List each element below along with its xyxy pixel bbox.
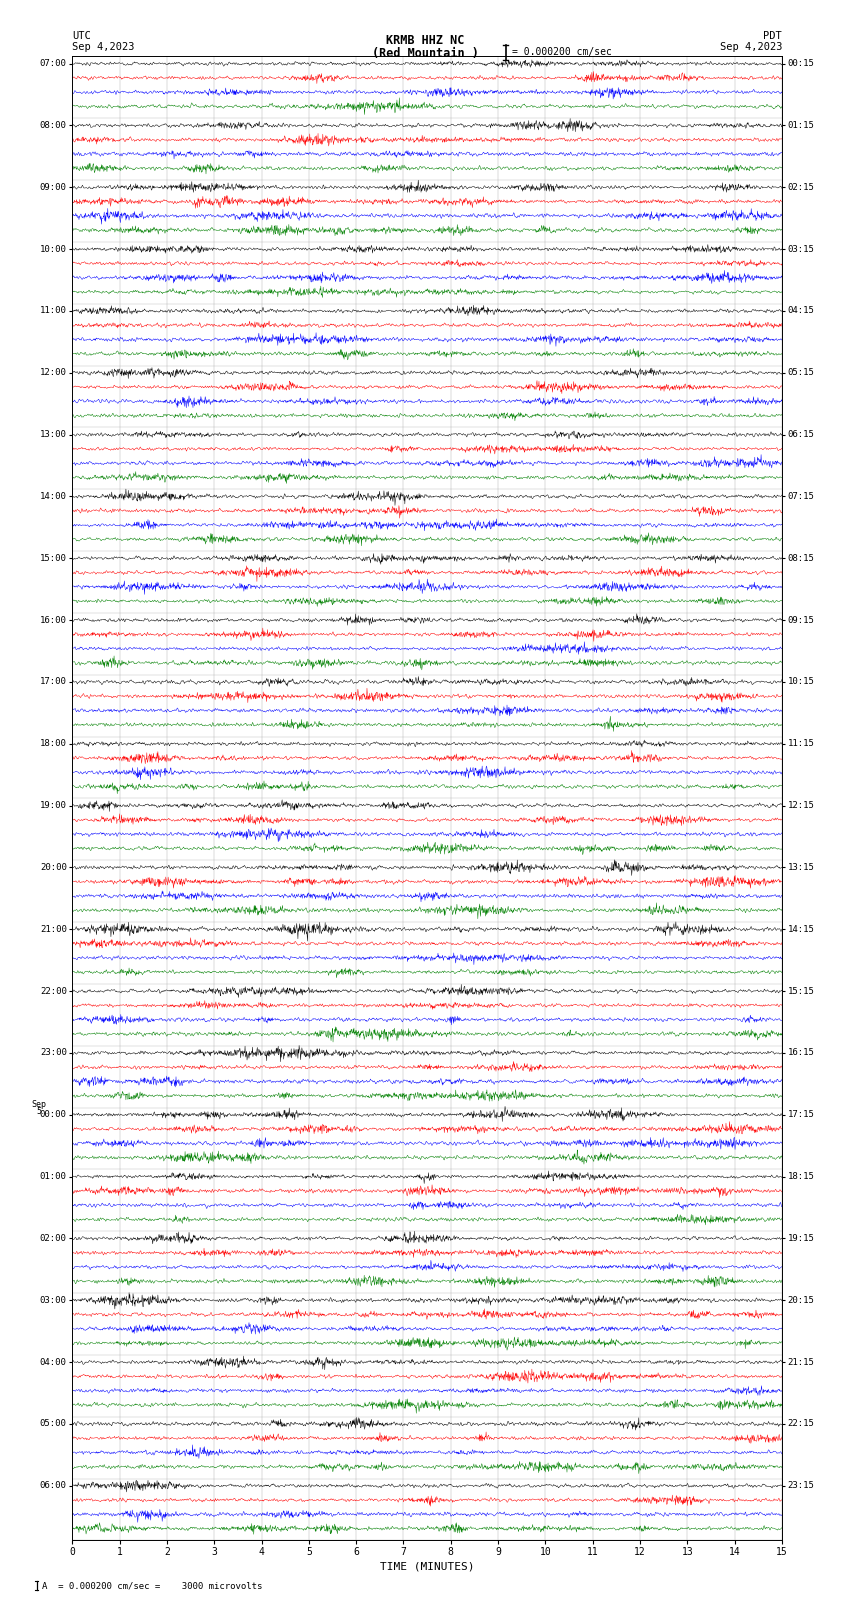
Text: A  = 0.000200 cm/sec =    3000 microvolts: A = 0.000200 cm/sec = 3000 microvolts [42, 1581, 263, 1590]
Text: UTC: UTC [72, 31, 91, 40]
Text: Sep 4,2023: Sep 4,2023 [719, 42, 782, 52]
Text: KRMB HHZ NC: KRMB HHZ NC [386, 34, 464, 47]
Text: 5: 5 [37, 1107, 42, 1116]
Text: Sep: Sep [31, 1100, 47, 1108]
Text: = 0.000200 cm/sec: = 0.000200 cm/sec [512, 47, 612, 56]
Text: PDT: PDT [763, 31, 782, 40]
Text: Sep 4,2023: Sep 4,2023 [72, 42, 135, 52]
X-axis label: TIME (MINUTES): TIME (MINUTES) [380, 1561, 474, 1571]
Text: (Red Mountain ): (Red Mountain ) [371, 47, 479, 60]
